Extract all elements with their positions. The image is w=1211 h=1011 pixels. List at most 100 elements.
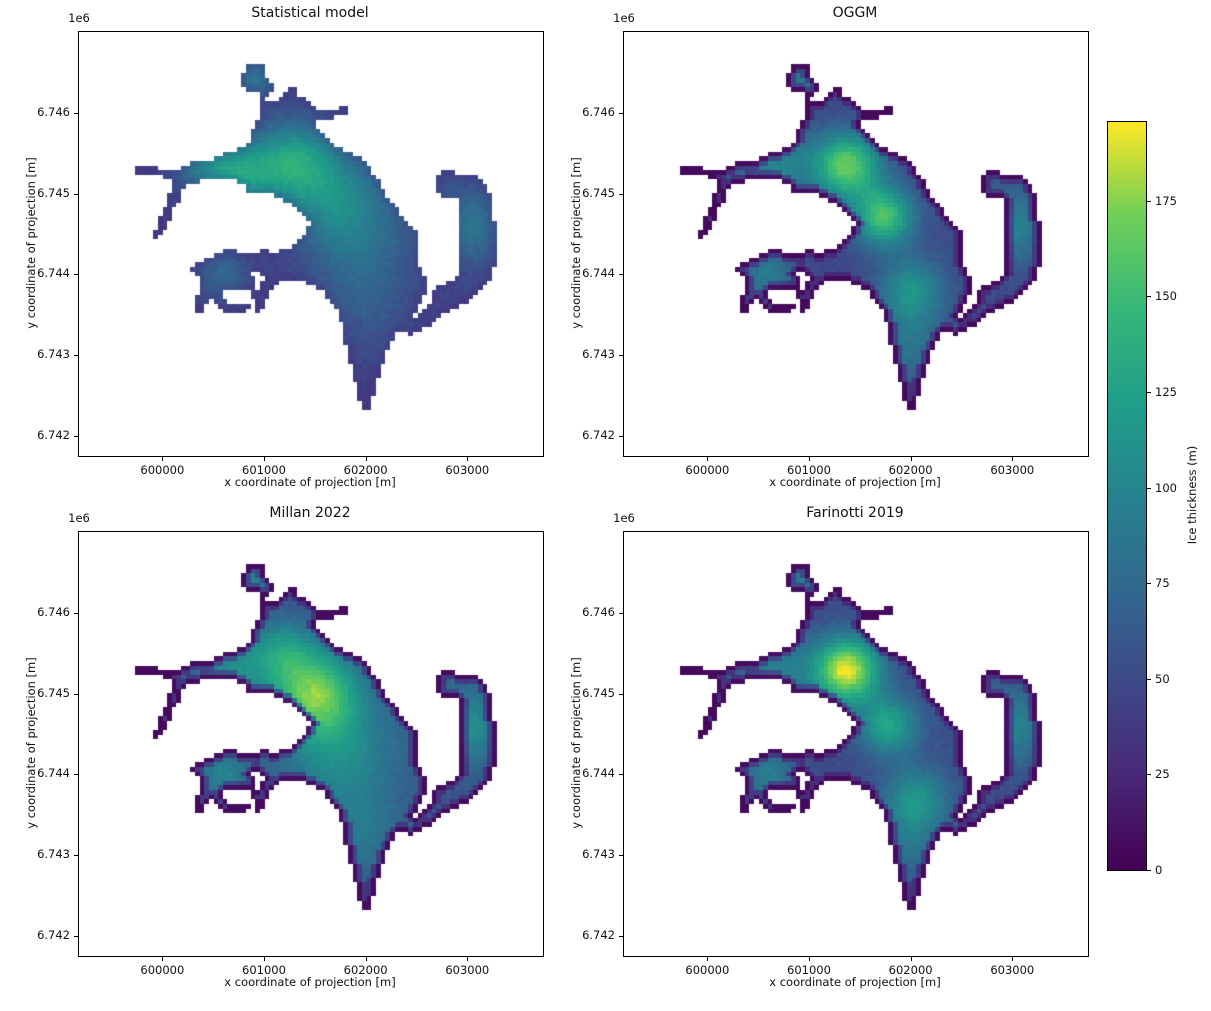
colorbar-gradient-canvas bbox=[1108, 122, 1146, 870]
colorbar-tick-label: 75 bbox=[1155, 576, 1170, 591]
x-tick-label: 602000 bbox=[343, 963, 388, 977]
x-tick-label: 603000 bbox=[445, 963, 490, 977]
colorbar-tick-mark bbox=[1147, 391, 1151, 393]
y-tick-mark bbox=[74, 613, 78, 615]
x-tick-mark bbox=[1012, 957, 1014, 961]
x-tick-mark bbox=[365, 457, 367, 461]
colorbar-tick-label: 100 bbox=[1155, 480, 1177, 495]
y-tick-label: 6.742 bbox=[37, 427, 70, 442]
y-tick-label: 6.742 bbox=[582, 427, 615, 442]
subplot-title: Statistical model bbox=[251, 5, 369, 21]
x-tick-label: 600000 bbox=[140, 463, 185, 477]
y-tick-mark bbox=[74, 113, 78, 115]
y-tick-label: 6.743 bbox=[582, 847, 615, 862]
x-tick-label: 600000 bbox=[140, 963, 185, 977]
subplot-title: Farinotti 2019 bbox=[806, 505, 904, 521]
plot-frame bbox=[623, 31, 1089, 457]
y-tick-label: 6.744 bbox=[582, 266, 615, 281]
y-tick-label: 6.745 bbox=[582, 185, 615, 200]
x-axis-label: x coordinate of projection [m] bbox=[224, 475, 396, 489]
y-axis-label: y coordinate of projection [m] bbox=[24, 157, 38, 329]
y-tick-label: 6.742 bbox=[37, 927, 70, 942]
x-tick-label: 601000 bbox=[787, 963, 831, 977]
y-tick-label: 6.743 bbox=[37, 847, 70, 862]
x-tick-label: 603000 bbox=[445, 463, 490, 477]
x-tick-mark bbox=[707, 957, 709, 961]
y-tick-mark bbox=[619, 855, 623, 857]
x-axis-label: x coordinate of projection [m] bbox=[224, 975, 396, 989]
y-tick-mark bbox=[74, 274, 78, 276]
y-tick-mark bbox=[619, 935, 623, 937]
y-tick-label: 6.743 bbox=[37, 347, 70, 362]
colorbar-tick-label: 25 bbox=[1155, 767, 1170, 782]
plot-frame bbox=[78, 531, 544, 957]
colorbar-tick-mark bbox=[1147, 200, 1151, 202]
y-tick-mark bbox=[619, 355, 623, 357]
y-tick-mark bbox=[619, 613, 623, 615]
y-axis-offset-label: 1e6 bbox=[613, 511, 635, 525]
y-tick-label: 6.742 bbox=[582, 927, 615, 942]
y-tick-mark bbox=[74, 193, 78, 195]
x-tick-mark bbox=[162, 957, 164, 961]
x-tick-label: 600000 bbox=[685, 963, 730, 977]
y-axis-offset-label: 1e6 bbox=[68, 511, 90, 525]
x-tick-label: 602000 bbox=[888, 963, 933, 977]
x-tick-label: 601000 bbox=[787, 463, 831, 477]
colorbar-tick-label: 50 bbox=[1155, 671, 1170, 686]
y-axis-label: y coordinate of projection [m] bbox=[569, 157, 583, 329]
colorbar-tick-label: 175 bbox=[1155, 193, 1177, 208]
x-tick-mark bbox=[263, 457, 265, 461]
x-tick-label: 603000 bbox=[990, 463, 1035, 477]
colorbar-tick-mark bbox=[1147, 870, 1151, 871]
y-tick-label: 6.744 bbox=[37, 266, 70, 281]
y-tick-mark bbox=[74, 693, 78, 695]
y-tick-mark bbox=[74, 774, 78, 776]
y-tick-label: 6.743 bbox=[582, 347, 615, 362]
y-tick-mark bbox=[619, 435, 623, 437]
y-tick-label: 6.744 bbox=[37, 766, 70, 781]
y-tick-label: 6.745 bbox=[37, 685, 70, 700]
y-tick-label: 6.745 bbox=[582, 685, 615, 700]
colorbar-tick-mark bbox=[1147, 296, 1151, 298]
x-tick-mark bbox=[808, 957, 810, 961]
y-axis-label: y coordinate of projection [m] bbox=[569, 657, 583, 829]
x-tick-label: 603000 bbox=[990, 963, 1035, 977]
x-tick-mark bbox=[365, 957, 367, 961]
x-tick-mark bbox=[707, 457, 709, 461]
y-tick-mark bbox=[74, 435, 78, 437]
y-tick-label: 6.746 bbox=[582, 105, 615, 120]
plot-frame bbox=[78, 31, 544, 457]
heatmap-canvas bbox=[624, 32, 1088, 456]
x-tick-mark bbox=[808, 457, 810, 461]
y-tick-mark bbox=[619, 693, 623, 695]
x-tick-mark bbox=[263, 957, 265, 961]
x-tick-mark bbox=[162, 457, 164, 461]
y-tick-mark bbox=[619, 193, 623, 195]
x-tick-mark bbox=[910, 957, 912, 961]
heatmap-canvas bbox=[79, 532, 543, 956]
colorbar-tick-mark bbox=[1147, 487, 1151, 489]
x-axis-label: x coordinate of projection [m] bbox=[769, 475, 941, 489]
heatmap-canvas bbox=[624, 532, 1088, 956]
plot-frame bbox=[623, 531, 1089, 957]
x-tick-mark bbox=[467, 957, 469, 961]
colorbar-tick-label: 0 bbox=[1155, 863, 1163, 877]
colorbar-frame bbox=[1107, 121, 1147, 871]
y-axis-offset-label: 1e6 bbox=[68, 11, 90, 25]
x-tick-mark bbox=[467, 457, 469, 461]
y-tick-label: 6.744 bbox=[582, 766, 615, 781]
colorbar-tick-mark bbox=[1147, 774, 1151, 776]
subplot-title: Millan 2022 bbox=[269, 505, 351, 521]
y-tick-label: 6.746 bbox=[37, 605, 70, 620]
x-tick-label: 601000 bbox=[242, 463, 286, 477]
colorbar-label: Ice thickness (m) bbox=[1185, 445, 1199, 545]
x-tick-label: 602000 bbox=[888, 463, 933, 477]
y-tick-mark bbox=[619, 774, 623, 776]
y-tick-mark bbox=[619, 113, 623, 115]
colorbar-tick-mark bbox=[1147, 583, 1151, 585]
colorbar-tick-label: 125 bbox=[1155, 384, 1177, 399]
x-axis-label: x coordinate of projection [m] bbox=[769, 975, 941, 989]
y-tick-label: 6.745 bbox=[37, 185, 70, 200]
x-tick-label: 602000 bbox=[343, 463, 388, 477]
y-tick-mark bbox=[619, 274, 623, 276]
